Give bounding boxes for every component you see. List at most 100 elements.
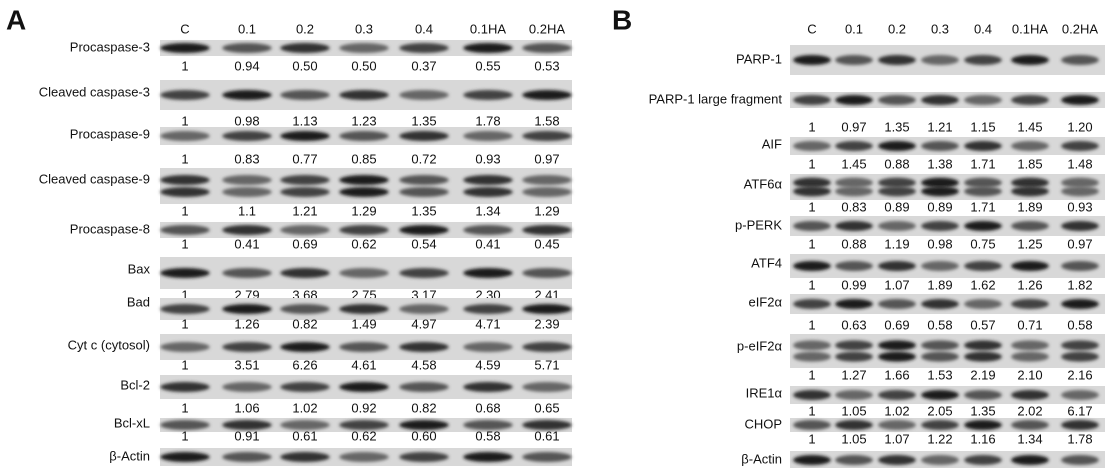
quantification: 0.53 (534, 58, 559, 73)
quantification: 0.69 (292, 236, 317, 251)
quantification: 3.51 (234, 357, 259, 372)
quantification: 2.05 (927, 403, 952, 418)
band (463, 131, 512, 141)
band (1011, 221, 1049, 231)
band (835, 95, 873, 105)
quantification: 1.25 (1017, 236, 1042, 251)
band (835, 299, 873, 309)
panel-letter: B (612, 4, 632, 35)
band (1061, 178, 1099, 188)
quantification: 1.35 (884, 119, 909, 134)
quantification: 0.83 (841, 199, 866, 214)
band (339, 90, 388, 100)
band (222, 175, 271, 185)
band (160, 187, 209, 197)
band (921, 141, 959, 151)
band (160, 342, 209, 352)
band (463, 342, 512, 352)
band (463, 225, 512, 235)
band (222, 90, 271, 100)
band (1011, 340, 1049, 350)
band (222, 382, 271, 392)
quantification: 1.62 (970, 277, 995, 292)
quantification: 0.98 (234, 113, 259, 128)
band (280, 342, 329, 352)
band (399, 187, 448, 197)
band (1011, 186, 1049, 196)
quantification: 1.07 (884, 277, 909, 292)
band (463, 382, 512, 392)
band (160, 90, 209, 100)
quantification: 1.13 (292, 113, 317, 128)
quantification: 0.91 (234, 428, 259, 443)
quantification: 0.57 (970, 317, 995, 332)
band (1011, 390, 1049, 400)
quantification: 1.02 (292, 400, 317, 415)
quantification: 1 (808, 199, 815, 214)
band (878, 420, 916, 430)
quantification: 1.45 (841, 156, 866, 171)
band (835, 141, 873, 151)
band (1011, 352, 1049, 362)
band (878, 261, 916, 271)
band (835, 221, 873, 231)
band (463, 90, 512, 100)
band (339, 225, 388, 235)
quantification: 0.50 (292, 58, 317, 73)
band (793, 141, 831, 151)
column-header: 0.1 (238, 21, 256, 36)
band (878, 455, 916, 465)
band (522, 90, 571, 100)
band (921, 221, 959, 231)
band (1061, 95, 1099, 105)
band (1061, 340, 1099, 350)
band (793, 186, 831, 196)
quantification: 0.97 (1067, 236, 1092, 251)
band (835, 455, 873, 465)
quantification: 2.02 (1017, 403, 1042, 418)
band (793, 221, 831, 231)
quantification: 1.19 (884, 236, 909, 251)
quantification: 0.63 (841, 317, 866, 332)
band (399, 225, 448, 235)
quantification: 0.55 (475, 58, 500, 73)
band (522, 187, 571, 197)
quantification: 1 (181, 357, 188, 372)
band (280, 131, 329, 141)
quantification: 2.39 (534, 316, 559, 331)
band (878, 55, 916, 65)
band (878, 95, 916, 105)
band (793, 352, 831, 362)
band (160, 382, 209, 392)
blot-strip (790, 334, 1105, 368)
quantification: 1.82 (1067, 277, 1092, 292)
quantification: 2.19 (970, 367, 995, 382)
quantification: 1 (808, 156, 815, 171)
quantification: 0.61 (292, 428, 317, 443)
column-header: 0.1HA (470, 21, 506, 36)
quantification: 1 (181, 400, 188, 415)
quantification: 1 (181, 151, 188, 166)
band (222, 268, 271, 278)
quantification: 1 (181, 58, 188, 73)
panel-letter: A (6, 4, 26, 35)
row-label: Bad (127, 294, 150, 309)
band (222, 43, 271, 53)
band (793, 420, 831, 430)
band (835, 186, 873, 196)
band (835, 55, 873, 65)
quantification: 0.83 (234, 151, 259, 166)
band (280, 225, 329, 235)
quantification: 1 (808, 119, 815, 134)
band (964, 178, 1002, 188)
band (964, 55, 1002, 65)
band (1011, 299, 1049, 309)
band (921, 55, 959, 65)
row-label: p-eIF2α (737, 338, 783, 353)
band (280, 43, 329, 53)
band (1061, 55, 1099, 65)
row-label: eIF2α (748, 294, 782, 309)
band (280, 90, 329, 100)
quantification: 6.17 (1067, 403, 1092, 418)
quantification: 0.50 (351, 58, 376, 73)
